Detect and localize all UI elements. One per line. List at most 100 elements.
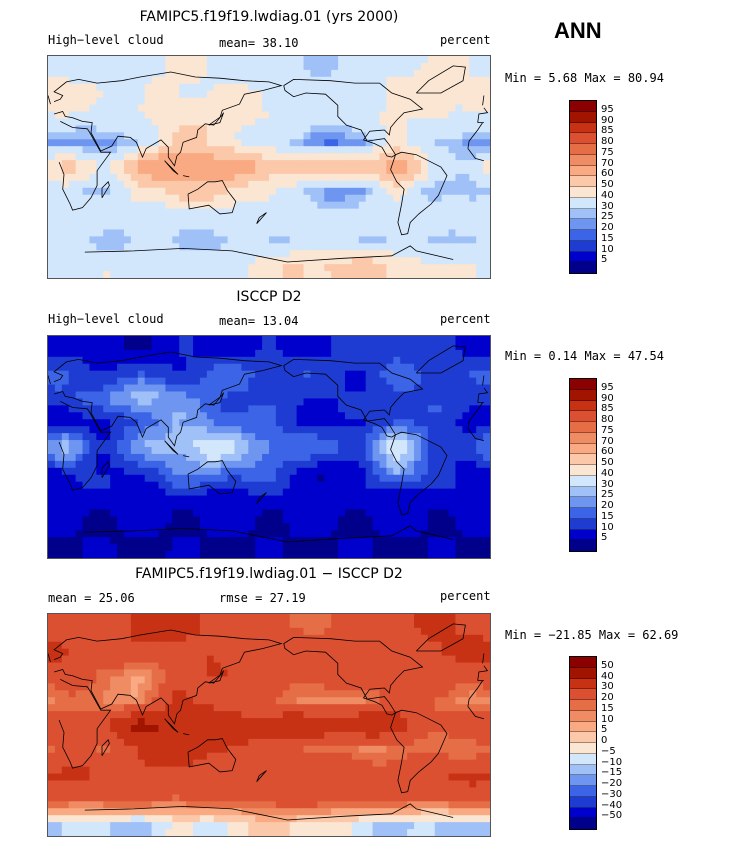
field-cell (179, 215, 187, 224)
field-cell (455, 271, 463, 278)
field-cell (137, 125, 146, 133)
field-cell (386, 229, 394, 237)
field-cell (331, 363, 339, 372)
field-cell (193, 551, 201, 558)
field-cell (379, 453, 388, 462)
field-cell (48, 69, 56, 78)
field-cell (434, 405, 443, 413)
field-cell (123, 208, 132, 217)
field-cell (282, 173, 291, 182)
field-cell (469, 495, 477, 504)
field-cell (241, 419, 249, 427)
field-cell (103, 356, 111, 365)
field-cell (420, 370, 429, 379)
field-cell (158, 229, 167, 237)
field-cell (427, 384, 436, 393)
field-cell (296, 516, 305, 524)
field-cell (407, 132, 415, 140)
field-cell (103, 56, 111, 64)
field-cell (255, 236, 263, 244)
field-cell (220, 655, 229, 664)
field-cell (82, 523, 91, 531)
field-cell (289, 56, 298, 64)
field-cell (54, 250, 63, 258)
colorbar-swatch (570, 518, 596, 530)
field-cell (483, 474, 490, 483)
field-cell (324, 229, 332, 237)
field-cell (310, 530, 318, 538)
field-cell (400, 460, 408, 469)
field-cell (386, 391, 394, 400)
field-cell (462, 62, 470, 71)
field-cell (303, 655, 312, 664)
field-cell (324, 173, 332, 182)
field-cell (193, 97, 201, 106)
field-cell (289, 118, 298, 126)
field-cell (441, 426, 450, 434)
field-cell (324, 502, 332, 511)
field-cell (455, 669, 463, 678)
field-cell (448, 201, 457, 210)
field-cell (206, 139, 215, 147)
field-cell (269, 250, 277, 258)
field-cell (213, 173, 222, 182)
field-cell (262, 215, 270, 224)
field-cell (110, 90, 118, 99)
field-cell (303, 97, 312, 106)
field-cell (414, 648, 422, 657)
field-cell (407, 683, 415, 691)
coastline (58, 121, 485, 211)
field-cell (248, 62, 256, 71)
field-cell (338, 250, 346, 258)
field-cell (379, 412, 388, 420)
field-cell (372, 257, 381, 265)
field-cell (462, 342, 470, 351)
field-cell (61, 349, 70, 358)
field-cell (386, 215, 394, 224)
field-cell (186, 495, 194, 504)
field-cell (48, 208, 56, 217)
field-cell (324, 412, 332, 420)
field-cell (483, 370, 490, 379)
field-cell (89, 384, 97, 393)
field-cell (344, 523, 353, 531)
field-cell (68, 342, 77, 351)
field-cell (186, 460, 194, 469)
field-cell (48, 250, 56, 258)
field-cell (151, 433, 160, 441)
field-cell (103, 676, 111, 684)
field-cell (82, 384, 91, 393)
field-cell (137, 627, 146, 636)
field-cell (130, 118, 139, 126)
field-cell (117, 69, 125, 78)
field-cell (255, 481, 263, 490)
field-cell (310, 250, 318, 258)
field-cell (379, 467, 388, 476)
panel3-units: percent (440, 589, 491, 603)
field-cell (130, 467, 139, 476)
field-cell (365, 690, 374, 698)
field-cell (213, 537, 222, 545)
field-cell (144, 349, 153, 358)
field-cell (234, 627, 242, 636)
field-cell (338, 377, 346, 386)
field-cell (48, 447, 56, 455)
field-cell (407, 384, 415, 393)
field-cell (96, 544, 104, 552)
field-cell (420, 208, 429, 217)
field-cell (483, 440, 490, 448)
field-cell (82, 412, 91, 420)
field-cell (206, 363, 215, 372)
coastline (283, 358, 424, 438)
field-cell (123, 342, 132, 351)
field-cell (372, 370, 381, 379)
field-cell (379, 697, 388, 705)
field-cell (48, 530, 56, 538)
field-cell (455, 426, 463, 434)
field-cell (303, 495, 312, 504)
field-cell (303, 648, 312, 657)
field-cell (414, 342, 422, 351)
field-cell (96, 620, 104, 629)
field-cell (296, 139, 305, 147)
field-cell (193, 537, 201, 545)
